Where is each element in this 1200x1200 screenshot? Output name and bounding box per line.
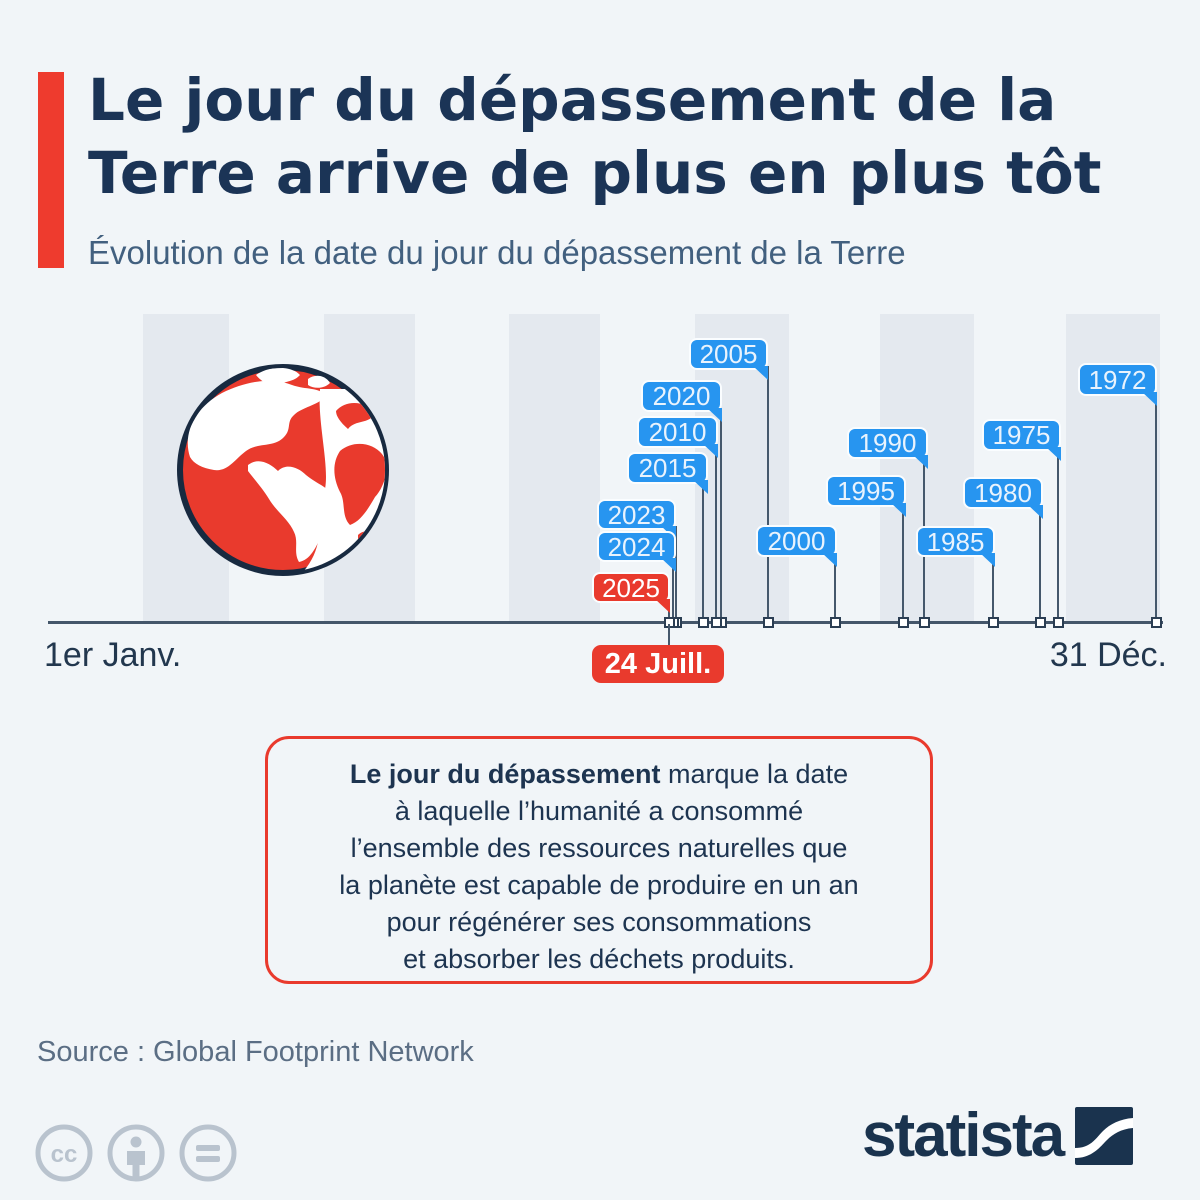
axis-marker-1995 <box>898 617 909 628</box>
year-label-2005: 2005 <box>689 338 768 380</box>
year-label-2024: 2024 <box>597 531 676 572</box>
stem-2015 <box>702 480 704 622</box>
stem-1972 <box>1155 392 1157 622</box>
earth-globe-illustration <box>177 364 389 576</box>
axis-marker-2015 <box>698 617 709 628</box>
year-label-tail <box>980 553 995 567</box>
axis-marker-1980 <box>1035 617 1046 628</box>
cc-license-icons: cc <box>35 1124 237 1182</box>
year-label-tail <box>1142 392 1157 406</box>
year-label-1985: 1985 <box>916 526 995 567</box>
title-line-1: Le jour du dépassement de la <box>88 66 1057 134</box>
year-label-tail <box>1046 447 1061 461</box>
title-line-2: Terre arrive de plus en plus tôt <box>88 139 1102 207</box>
info-line: à laquelle l’humanité a consommé <box>394 796 804 826</box>
highlight-date-stem <box>668 624 670 650</box>
info-bold-lead: Le jour du dépassement <box>349 759 661 789</box>
statista-logo-mark <box>1075 1106 1134 1165</box>
equals-icon <box>179 1124 237 1182</box>
stem-2023 <box>675 526 677 622</box>
axis-marker-1985 <box>988 617 999 628</box>
stem-1985 <box>992 553 994 622</box>
axis-marker-2000 <box>830 617 841 628</box>
year-label-tail <box>1028 505 1043 519</box>
year-label-1975: 1975 <box>982 419 1061 461</box>
year-label-2000: 2000 <box>756 525 837 567</box>
svg-text:cc: cc <box>51 1141 78 1168</box>
statista-logo: statista <box>862 1100 1134 1171</box>
axis-marker-2010 <box>711 617 722 628</box>
axis-label-jan1: 1er Janv. <box>44 636 182 674</box>
timeline-axis <box>48 621 1163 624</box>
axis-marker-2005 <box>763 617 774 628</box>
year-label-tail <box>661 558 676 572</box>
title-accent-bar <box>38 72 64 268</box>
year-label-1980: 1980 <box>963 477 1043 519</box>
year-label-1972: 1972 <box>1078 363 1157 406</box>
year-label-tail <box>891 503 906 517</box>
axis-marker-1975 <box>1053 617 1064 628</box>
info-line: la planète est capable de produire en un… <box>339 870 859 900</box>
info-box: Le jour du dépassement marque la date à … <box>265 736 933 984</box>
year-label-tail <box>913 455 928 469</box>
year-label-1995: 1995 <box>826 475 906 517</box>
year-label-tail <box>822 553 837 567</box>
info-line: et absorber les déchets produits. <box>403 944 795 974</box>
page-title: Le jour du dépassement de la Terre arrive… <box>88 64 1178 210</box>
chart-subtitle: Évolution de la date du jour du dépassem… <box>88 234 906 271</box>
year-label-tail <box>703 444 718 458</box>
month-stripe <box>1066 314 1160 621</box>
year-label-2025: 2025 <box>592 572 670 613</box>
stem-2005 <box>767 366 769 622</box>
year-label-2023: 2023 <box>597 499 676 540</box>
year-label-1990: 1990 <box>847 427 928 469</box>
month-stripe <box>509 314 600 621</box>
stem-2020 <box>720 408 722 622</box>
axis-marker-1972 <box>1151 617 1162 628</box>
highlight-date-badge: 24 Juill. <box>592 645 724 683</box>
source-note: Source : Global Footprint Network <box>37 1036 474 1068</box>
year-label-tail <box>693 480 708 494</box>
year-label-tail <box>753 366 768 380</box>
info-line: Le jour du dépassement marque la date <box>268 756 930 793</box>
year-label-tail <box>655 599 670 613</box>
year-label-2020: 2020 <box>641 380 722 422</box>
statista-wordmark: statista <box>862 1101 1065 1170</box>
axis-label-dec31: 31 Déc. <box>1049 636 1167 674</box>
stem-2010 <box>715 444 717 622</box>
axis-marker-1990 <box>919 617 930 628</box>
cc-icon: cc <box>35 1124 93 1182</box>
info-line: l’ensemble des ressources naturelles que <box>350 833 848 863</box>
info-line-1-rest: marque la date <box>660 759 849 789</box>
stem-1975 <box>1057 447 1059 622</box>
info-line: pour régénérer ses consommations <box>386 907 812 937</box>
year-label-2015: 2015 <box>627 452 708 494</box>
attribution-person-icon <box>107 1124 165 1182</box>
stem-1995 <box>902 503 904 622</box>
chart: 2005 2020 2010 2015 2023 2024 2025 2000 1995 1990… <box>44 314 1167 683</box>
stem-2000 <box>834 553 836 622</box>
stem-1980 <box>1039 505 1041 622</box>
year-label-2010: 2010 <box>637 416 718 458</box>
stem-2024 <box>672 558 674 622</box>
